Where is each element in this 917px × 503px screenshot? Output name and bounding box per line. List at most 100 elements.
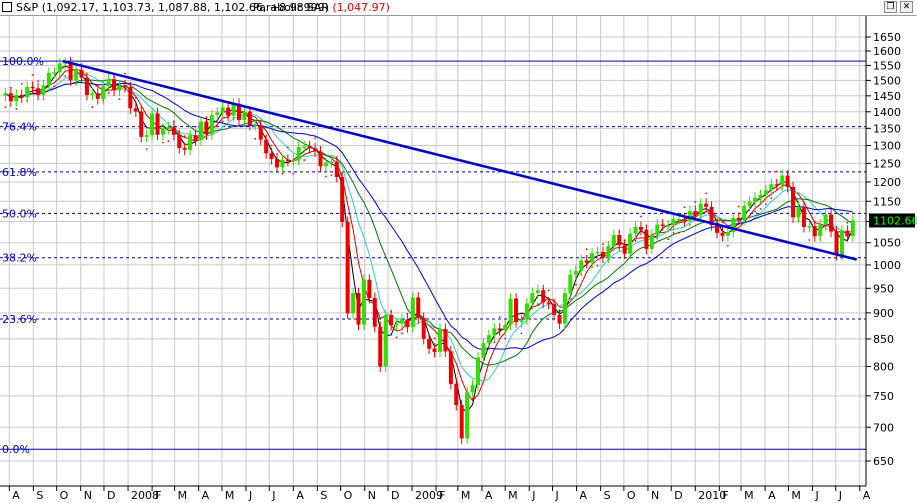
candle-body [432, 348, 437, 352]
candle-body [367, 279, 372, 298]
sar-dot [308, 133, 311, 136]
candle-body [497, 328, 502, 331]
candle-body [144, 135, 149, 137]
candle-body [758, 195, 763, 198]
candle-body [63, 62, 68, 64]
sar-dot [433, 337, 436, 340]
y-tick-label: 1550 [873, 59, 901, 72]
candle-body [709, 206, 714, 226]
sar-dot [808, 239, 811, 241]
y-tick-label: 650 [873, 455, 894, 468]
y-tick-label: 1300 [873, 140, 901, 153]
candle-body [476, 357, 481, 386]
x-tick-label: 2009 [415, 489, 443, 502]
sar-dot [498, 316, 501, 318]
fib-label: 61.8% [2, 166, 37, 179]
sar-name: Parabolic SAR [253, 1, 329, 14]
candle-body [834, 231, 839, 256]
candle-body [394, 323, 399, 326]
candle-body [383, 314, 388, 367]
sar-dot [292, 172, 295, 175]
fibonacci-labels: 100.0% 76.4% 61.8% 50.0% 38.2% 23.6% 0.0% [2, 55, 44, 456]
candle-body [546, 302, 551, 304]
y-tick-label: 1150 [873, 195, 901, 208]
sar-dot [748, 214, 751, 217]
x-tick-label: M [744, 489, 754, 502]
close-icon[interactable]: ✕ [900, 1, 913, 13]
candle-body [101, 86, 106, 99]
sar-dot [667, 238, 670, 241]
restore-icon[interactable]: ❐ [884, 1, 897, 13]
sar-dot [303, 159, 306, 161]
sar-dot [721, 221, 724, 224]
candle-body [356, 293, 361, 325]
candle-body [405, 319, 410, 328]
candle-body [812, 226, 817, 237]
candle-body [3, 93, 8, 96]
candle-body [258, 124, 263, 140]
sar-dot [759, 207, 762, 210]
candle-body [541, 290, 546, 303]
candle-body [774, 184, 779, 186]
sar-dot [286, 146, 289, 149]
sar-dot [596, 264, 599, 267]
candle-body [818, 224, 823, 237]
candle-body [106, 79, 111, 87]
sar-dot [107, 92, 110, 94]
y-tick-label: 1200 [873, 176, 901, 189]
candle-body [470, 385, 475, 393]
candle-body [600, 251, 605, 258]
candle-body [122, 85, 127, 88]
y-tick-label: 900 [873, 307, 894, 320]
candle-body [638, 226, 643, 230]
y-tick-label: 800 [873, 360, 894, 373]
candle-body [242, 111, 247, 120]
candle-body [247, 111, 252, 125]
sar-dot [330, 174, 333, 177]
candle-body [796, 206, 801, 218]
x-tick-label: A [485, 489, 493, 502]
candle-body [595, 251, 600, 254]
candlesticks [3, 56, 855, 444]
candle-body [617, 234, 622, 246]
sar-dot [53, 85, 56, 88]
candle-body [307, 146, 312, 149]
y-tick-label: 850 [873, 333, 894, 346]
quote-label: S&P (1,092.17, 1,103.73, 1,087.88, 1,102… [16, 1, 329, 14]
x-tick-label: S [604, 489, 611, 502]
candle-body [133, 108, 138, 112]
sar-dot [846, 221, 849, 224]
y-tick-label: 1450 [873, 90, 901, 103]
fib-label: 100.0% [2, 55, 44, 68]
candle-body [590, 253, 595, 263]
candle-body [378, 326, 383, 367]
candle-body [552, 303, 557, 315]
candle-body [568, 274, 573, 294]
candle-body [421, 317, 426, 339]
candle-body [644, 229, 649, 249]
chart-title-bar: S&P (1,092.17, 1,103.73, 1,087.88, 1,102… [0, 0, 917, 16]
candle-body [220, 107, 225, 113]
sar-dot [20, 83, 23, 85]
candle-body [725, 232, 730, 236]
candle-body [562, 293, 567, 324]
sar-dot [118, 98, 121, 101]
candle-body [535, 290, 540, 294]
window-menu-icon[interactable] [2, 2, 12, 12]
sar-dot [764, 203, 767, 206]
fib-label: 76.4% [2, 121, 37, 134]
candle-body [209, 115, 214, 135]
y-tick-label: 750 [873, 390, 894, 403]
candle-body [465, 392, 470, 439]
candle-body [769, 184, 774, 191]
fib-label: 38.2% [2, 252, 37, 265]
y-tick-label: 700 [873, 421, 894, 434]
candle-body [508, 298, 513, 325]
candle-body [459, 405, 464, 439]
sar-dot [520, 332, 523, 335]
x-tick-label: D [674, 489, 682, 502]
x-tick-label: A [202, 489, 210, 502]
x-tick-label: A [296, 489, 304, 502]
y-tick-label: 1000 [873, 259, 901, 272]
